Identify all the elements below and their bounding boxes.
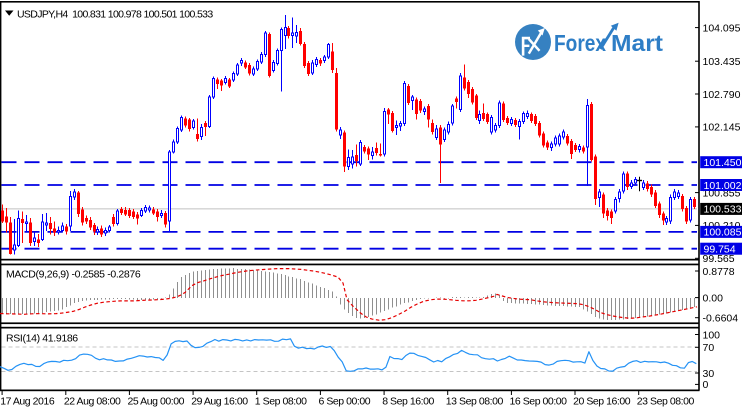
svg-text:29 Aug 16:00: 29 Aug 16:00 xyxy=(191,396,248,408)
svg-text:20 Sep 16:00: 20 Sep 16:00 xyxy=(573,396,631,408)
svg-text:0.8778: 0.8778 xyxy=(703,266,735,278)
svg-text:17 Aug 2016: 17 Aug 2016 xyxy=(0,396,55,408)
svg-text:0.00: 0.00 xyxy=(703,292,724,304)
svg-text:101.450: 101.450 xyxy=(704,157,742,169)
svg-text:100: 100 xyxy=(703,329,721,341)
svg-text:8 Sep 16:00: 8 Sep 16:00 xyxy=(382,396,434,408)
svg-text:RSI(14) 41.9186: RSI(14) 41.9186 xyxy=(6,332,78,344)
svg-text:99.754: 99.754 xyxy=(704,244,736,256)
svg-text:30: 30 xyxy=(703,368,715,380)
svg-text:25 Aug 00:00: 25 Aug 00:00 xyxy=(128,396,185,408)
svg-text:13 Sep 08:00: 13 Sep 08:00 xyxy=(446,396,504,408)
svg-text:23 Sep 08:00: 23 Sep 08:00 xyxy=(637,396,695,408)
svg-text:16 Sep 00:00: 16 Sep 00:00 xyxy=(510,396,568,408)
svg-text:1 Sep 08:00: 1 Sep 08:00 xyxy=(255,396,307,408)
svg-text:102.790: 102.790 xyxy=(703,89,741,101)
svg-text:0: 0 xyxy=(703,379,709,391)
svg-text:70: 70 xyxy=(703,342,715,354)
svg-text:6 Sep 00:00: 6 Sep 00:00 xyxy=(319,396,371,408)
svg-text:103.435: 103.435 xyxy=(703,56,741,68)
svg-text:100.533: 100.533 xyxy=(704,204,742,216)
svg-text:22 Aug 08:00: 22 Aug 08:00 xyxy=(64,396,121,408)
svg-text:102.145: 102.145 xyxy=(703,122,741,134)
svg-text:-0.6604: -0.6604 xyxy=(703,313,739,325)
svg-text:99.565: 99.565 xyxy=(703,253,735,265)
svg-text:101.002: 101.002 xyxy=(704,180,742,192)
svg-text:MACD(9,26,9) -0.2585 -0.2876: MACD(9,26,9) -0.2585 -0.2876 xyxy=(6,269,141,281)
svg-text:104.095: 104.095 xyxy=(703,22,741,34)
svg-text:100.085: 100.085 xyxy=(704,227,742,239)
svg-text:USDJPY,H4 100.831 100.978 100: USDJPY,H4 100.831 100.978 100.501 100.53… xyxy=(17,8,213,20)
svg-text:Forex: Forex xyxy=(554,30,606,56)
svg-text:Mart: Mart xyxy=(611,30,663,56)
